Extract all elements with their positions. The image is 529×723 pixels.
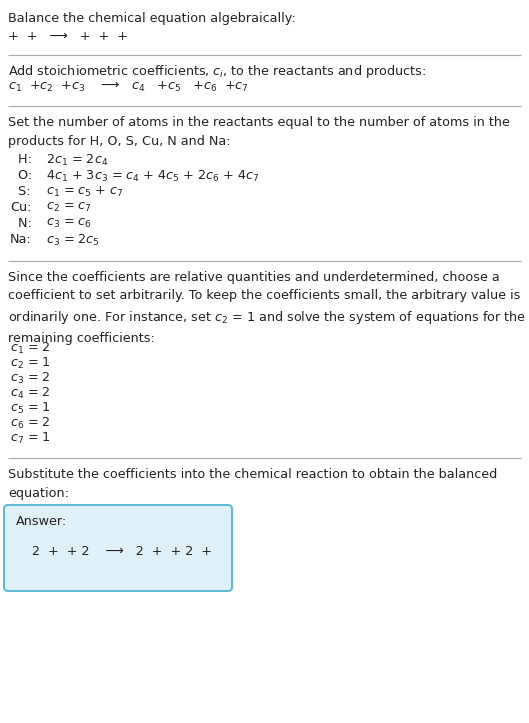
Text: $c_2$ = 1: $c_2$ = 1 bbox=[10, 356, 51, 371]
Text: N:: N: bbox=[10, 217, 32, 230]
Text: $c_3$ = 2: $c_3$ = 2 bbox=[10, 371, 51, 386]
Text: H:: H: bbox=[10, 153, 32, 166]
Text: $c_3$ = 2$c_5$: $c_3$ = 2$c_5$ bbox=[46, 233, 100, 248]
Text: Na:: Na: bbox=[10, 233, 32, 246]
Text: 4$c_1$ + 3$c_3$ = $c_4$ + 4$c_5$ + 2$c_6$ + 4$c_7$: 4$c_1$ + 3$c_3$ = $c_4$ + 4$c_5$ + 2$c_6… bbox=[46, 169, 260, 184]
Text: $c_7$ = 1: $c_7$ = 1 bbox=[10, 431, 51, 446]
Text: O:: O: bbox=[10, 169, 32, 182]
Text: Since the coefficients are relative quantities and underdetermined, choose a
coe: Since the coefficients are relative quan… bbox=[8, 271, 526, 345]
Text: $c_6$ = 2: $c_6$ = 2 bbox=[10, 416, 51, 431]
Text: $c_3$ = $c_6$: $c_3$ = $c_6$ bbox=[46, 217, 92, 230]
Text: S:: S: bbox=[10, 185, 31, 198]
Text: $c_4$ = 2: $c_4$ = 2 bbox=[10, 386, 51, 401]
Text: Balance the chemical equation algebraically:: Balance the chemical equation algebraica… bbox=[8, 12, 296, 25]
Text: Cu:: Cu: bbox=[10, 201, 32, 214]
Text: $c_1$ = 2: $c_1$ = 2 bbox=[10, 341, 51, 356]
Text: $c_2$ = $c_7$: $c_2$ = $c_7$ bbox=[46, 201, 92, 214]
Text: Set the number of atoms in the reactants equal to the number of atoms in the
pro: Set the number of atoms in the reactants… bbox=[8, 116, 510, 147]
Text: 2$c_1$ = 2$c_4$: 2$c_1$ = 2$c_4$ bbox=[46, 153, 108, 168]
Text: Substitute the coefficients into the chemical reaction to obtain the balanced
eq: Substitute the coefficients into the che… bbox=[8, 468, 497, 500]
Text: +  +   ⟶   +  +  +: + + ⟶ + + + bbox=[8, 30, 128, 43]
Text: $c_5$ = 1: $c_5$ = 1 bbox=[10, 401, 51, 416]
Text: 2  +  + 2    ⟶   2  +  + 2  +: 2 + + 2 ⟶ 2 + + 2 + bbox=[32, 545, 212, 558]
FancyBboxPatch shape bbox=[4, 505, 232, 591]
Text: Answer:: Answer: bbox=[16, 515, 67, 528]
Text: Add stoichiometric coefficients, $c_i$, to the reactants and products:: Add stoichiometric coefficients, $c_i$, … bbox=[8, 63, 426, 80]
Text: $c_1$  +$c_2$  +$c_3$    ⟶   $c_4$   +$c_5$   +$c_6$  +$c_7$: $c_1$ +$c_2$ +$c_3$ ⟶ $c_4$ +$c_5$ +$c_6… bbox=[8, 80, 249, 93]
Text: $c_1$ = $c_5$ + $c_7$: $c_1$ = $c_5$ + $c_7$ bbox=[46, 185, 124, 199]
